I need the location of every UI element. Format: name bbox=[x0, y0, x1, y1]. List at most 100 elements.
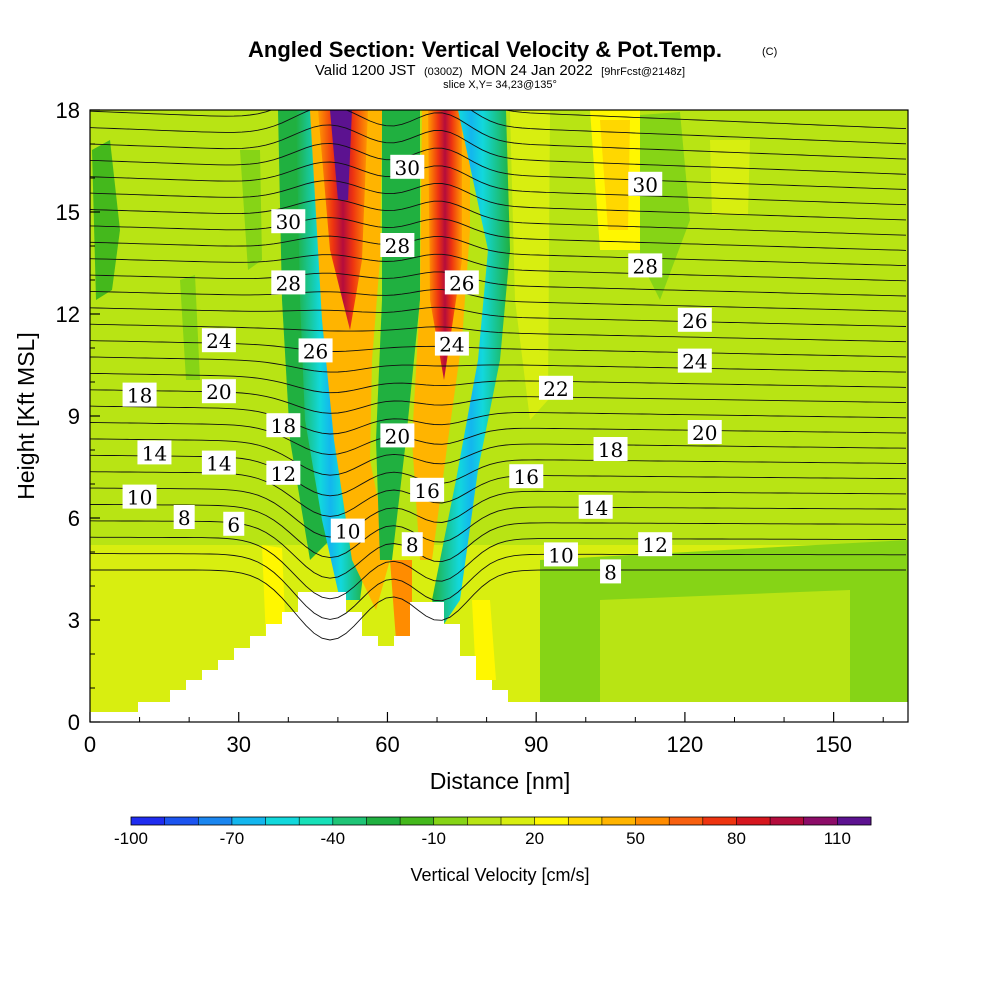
contour-label-bg bbox=[271, 270, 306, 295]
contour-label: 14 bbox=[142, 441, 167, 465]
x-tick-label: 120 bbox=[667, 732, 704, 757]
contour-label-bg bbox=[298, 338, 333, 363]
contour-label: 30 bbox=[395, 156, 420, 180]
field-yellow-strip bbox=[510, 110, 550, 420]
contour-label: 26 bbox=[303, 339, 328, 363]
contour-label-bg bbox=[539, 375, 574, 400]
contour-label-bg bbox=[628, 171, 663, 196]
contour-label: 10 bbox=[335, 520, 360, 544]
isentrope-line bbox=[90, 504, 906, 559]
contour-label: 26 bbox=[682, 309, 707, 333]
isentrope-line bbox=[90, 487, 907, 538]
contour-label: 20 bbox=[385, 424, 410, 448]
contour-label: 30 bbox=[276, 210, 301, 234]
colorbar-swatch bbox=[702, 817, 737, 825]
contour-label-bg bbox=[410, 477, 445, 502]
contour-label-bg bbox=[271, 209, 306, 234]
contour-label-bg bbox=[380, 423, 415, 448]
colorbar-swatch bbox=[837, 817, 872, 825]
x-tick-label: 0 bbox=[84, 732, 96, 757]
colorbar-swatch bbox=[265, 817, 300, 825]
contour-label-bg bbox=[509, 464, 544, 489]
isentrope-line bbox=[90, 217, 907, 251]
colorbar-tick-label: 110 bbox=[824, 829, 851, 848]
contour-label-bg bbox=[543, 542, 578, 567]
field-updraft-1-peak bbox=[330, 110, 352, 200]
colorbar-swatch bbox=[198, 817, 233, 825]
contour-label: 16 bbox=[514, 465, 539, 489]
x-axis-ticks: 0 30 60 90 120 150 bbox=[84, 712, 884, 757]
contour-label-bg bbox=[444, 270, 479, 295]
contour-label: 12 bbox=[271, 462, 296, 486]
colorbar-swatch bbox=[803, 817, 838, 825]
contour-label-bg bbox=[223, 511, 245, 536]
x-tick-label: 30 bbox=[226, 732, 250, 757]
y-tick-label: 0 bbox=[68, 710, 80, 735]
isentrope-lines bbox=[90, 110, 907, 641]
isentrope-line bbox=[90, 271, 907, 297]
field-right-streak-2 bbox=[710, 140, 750, 215]
colorbar-swatch bbox=[669, 817, 704, 825]
colorbar-swatch bbox=[164, 817, 199, 825]
contour-label: 28 bbox=[633, 254, 658, 278]
chart-title: Angled Section: Vertical Velocity & Pot.… bbox=[248, 37, 722, 62]
contour-label: 8 bbox=[178, 506, 191, 530]
colorbar-tick-label: -100 bbox=[114, 829, 148, 848]
colorbar: -100 -70 -40 -10 20 50 80 110 bbox=[114, 816, 872, 848]
isentrope-line bbox=[90, 289, 907, 312]
colorbar-swatch bbox=[568, 817, 603, 825]
colorbar-swatch bbox=[366, 817, 401, 825]
field-right-green-low bbox=[600, 590, 850, 722]
contour-label: 28 bbox=[385, 234, 410, 258]
slice-text: slice X,Y= 34,23@135° bbox=[443, 79, 557, 91]
field-updraft-2-core bbox=[428, 110, 462, 380]
field-orange-pocket-1 bbox=[262, 545, 286, 640]
field-left-streak-1 bbox=[92, 140, 120, 300]
contour-label-bg bbox=[137, 440, 172, 465]
contour-label-bg bbox=[600, 559, 622, 584]
isentrope-line bbox=[90, 405, 907, 435]
contour-label: 24 bbox=[439, 333, 464, 357]
y-axis-ticks: 0 3 6 9 12 15 18 bbox=[56, 98, 100, 735]
isentrope-line bbox=[90, 438, 907, 476]
field-right-streak-1 bbox=[640, 112, 690, 300]
contour-label: 16 bbox=[414, 479, 439, 503]
isentrope-line bbox=[90, 198, 907, 236]
contour-label-bg bbox=[677, 307, 712, 332]
isentrope-line bbox=[90, 110, 907, 145]
contour-label: 8 bbox=[406, 533, 419, 557]
colorbar-swatch bbox=[736, 817, 771, 825]
colorbar-swatch bbox=[433, 817, 468, 825]
contour-label-bg bbox=[687, 420, 722, 444]
field-green-stripe bbox=[376, 110, 420, 560]
colorbar-swatch bbox=[501, 817, 536, 825]
colorbar-tick-label: -10 bbox=[421, 829, 446, 848]
isentrope-line bbox=[90, 569, 906, 641]
colorbar-swatch bbox=[131, 817, 166, 825]
y-tick-label: 18 bbox=[56, 98, 80, 123]
field-updraft-1-core bbox=[318, 110, 368, 330]
x-axis-label: Distance [nm] bbox=[430, 768, 571, 794]
isentrope-line bbox=[90, 142, 907, 190]
chart-title-mark: (C) bbox=[762, 46, 777, 58]
colorbar-swatch bbox=[400, 817, 435, 825]
contour-label-bg bbox=[380, 233, 415, 257]
y-tick-label: 15 bbox=[56, 200, 80, 225]
contour-label-bg bbox=[677, 348, 712, 373]
y-tick-label: 3 bbox=[68, 608, 80, 633]
isentrope-line bbox=[90, 110, 907, 160]
colorbar-tick-label: 50 bbox=[626, 829, 645, 848]
contour-label: 14 bbox=[583, 496, 608, 520]
isentrope-line bbox=[90, 356, 907, 373]
contour-label-bg bbox=[330, 518, 365, 543]
contour-label-bg bbox=[122, 484, 157, 509]
colorbar-tick-label: -40 bbox=[321, 829, 346, 848]
contour-label-bg bbox=[201, 379, 236, 404]
colorbar-swatch bbox=[332, 817, 367, 825]
contour-label: 6 bbox=[227, 513, 240, 537]
terrain bbox=[90, 592, 908, 722]
contour-label-bg bbox=[638, 532, 673, 557]
colorbar-swatch bbox=[601, 817, 636, 825]
isentrope-line bbox=[90, 306, 907, 327]
colorbar-tick-label: 80 bbox=[727, 829, 746, 848]
